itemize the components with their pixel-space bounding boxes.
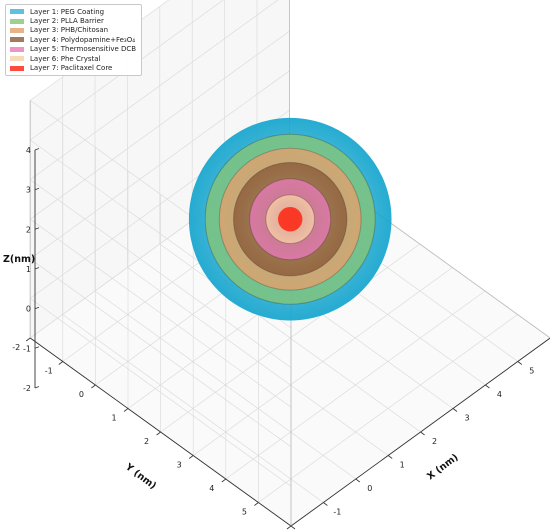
x-axis-label: X (nm) [425,452,460,482]
legend-swatch [10,46,24,52]
sphere-layer-outline [249,178,332,261]
sphere-layer-7 [278,207,303,232]
grid-line [258,314,518,503]
grid-line [29,70,290,260]
y-tick-label: 5 [242,508,247,517]
legend-item-layer-1: Layer 1: PEG Coating [10,7,136,16]
z-tick-mark [34,386,40,389]
y-tick-mark [221,478,227,483]
x-tick-mark [420,431,425,436]
z-tick-mark [34,267,40,270]
z-tick-label: 0 [26,305,31,314]
x-tick-label: 3 [464,414,469,423]
x-tick-label: 0 [367,484,372,493]
grid-line [29,0,224,141]
x-tick-mark [517,361,523,365]
y-tick-label: 0 [79,390,84,399]
y-tick-mark [156,431,161,436]
x-tick-mark [485,384,490,389]
x-tick-mark [452,408,458,412]
x-tick-label: 2 [432,437,437,446]
y-tick-label: -1 [45,367,53,376]
legend-swatch [10,56,24,62]
legend-label: Layer 5: Thermosensitive DCB [30,45,137,54]
x-tick-label: 5 [529,367,534,376]
z-tick-mark [34,227,40,230]
legend-label: Layer 3: PHB/Chitosan [30,26,109,35]
z-tick-mark [34,306,40,310]
legend-label: Layer 1: PEG Coating [30,7,105,16]
legend-swatch [10,27,24,33]
sphere-layer-outline [218,147,362,291]
sphere-layer-outline [233,162,348,277]
y-tick-mark [58,361,64,365]
sphere-layers [188,117,392,321]
z-axis-label: Z(nm) [3,254,35,265]
legend-item-layer-4: Layer 4: Polydopamine+Fe₃O₄ [10,35,136,44]
x-tick-mark [387,455,393,459]
grid-line [29,218,292,408]
y-tick-label: 3 [177,461,182,470]
x-tick-label: 1 [400,461,405,470]
grid-line [192,267,453,456]
x-tick-mark [323,502,328,506]
grid-line [29,30,290,220]
legend-swatch [10,18,24,24]
grid-line [29,258,292,448]
x-tick-label: -1 [333,508,341,517]
y-tick-mark [188,455,194,459]
grid-line [29,0,279,180]
legend-label: Layer 6: Phe Crystal [30,54,101,63]
z-tick-mark [34,148,40,151]
legend-label: Layer 4: Polydopamine+Fe₃O₄ [30,35,136,44]
legend-item-layer-2: Layer 2: PLLA Barrier [10,16,136,25]
legend-swatch [10,65,24,71]
y-tick-label: 4 [209,484,214,493]
x-tick-mark [290,525,296,530]
z-tick-label: 1 [26,265,31,274]
legend-item-layer-3: Layer 3: PHB/Chitosan [10,26,136,35]
y-axis-label: Y (nm) [122,461,158,492]
legend-swatch [10,37,24,43]
sphere-layer-outline [204,133,376,305]
y-tick-mark [25,337,31,342]
z-tick-label: 3 [26,186,31,195]
y-tick-mark [123,408,129,412]
legend-item-layer-6: Layer 6: Phe Crystal [10,54,136,63]
grid-line [29,298,292,487]
legend-label: Layer 2: PLLA Barrier [30,17,104,26]
y-tick-label: -2 [12,343,20,352]
grid-line [160,243,421,433]
legend: Layer 1: PEG Coating Layer 2: PLLA Barrie… [5,4,143,76]
z-tick-label: 4 [26,146,31,155]
sphere-layer-outline [265,194,316,244]
z-tick-label: -1 [23,344,31,353]
legend-swatch [10,9,24,15]
y-tick-mark [91,384,96,389]
x-tick-mark [355,478,361,483]
z-tick-label: 2 [26,225,31,234]
z-tick-mark [34,346,40,349]
y-tick-mark [254,502,259,506]
y-tick-mark [286,525,292,530]
x-tick-label: 4 [497,390,502,399]
legend-item-layer-5: Layer 5: Thermosensitive DCB [10,45,136,54]
y-tick-label: 2 [144,437,149,446]
legend-label: Layer 7: Paclitaxel Core [30,64,113,73]
grid-line [29,179,292,368]
z-tick-label: -2 [23,384,31,393]
grid-line [225,290,486,480]
y-tick-label: 1 [111,414,116,423]
legend-item-layer-7: Layer 7: Paclitaxel Core [10,63,136,72]
z-tick-mark [34,187,40,191]
